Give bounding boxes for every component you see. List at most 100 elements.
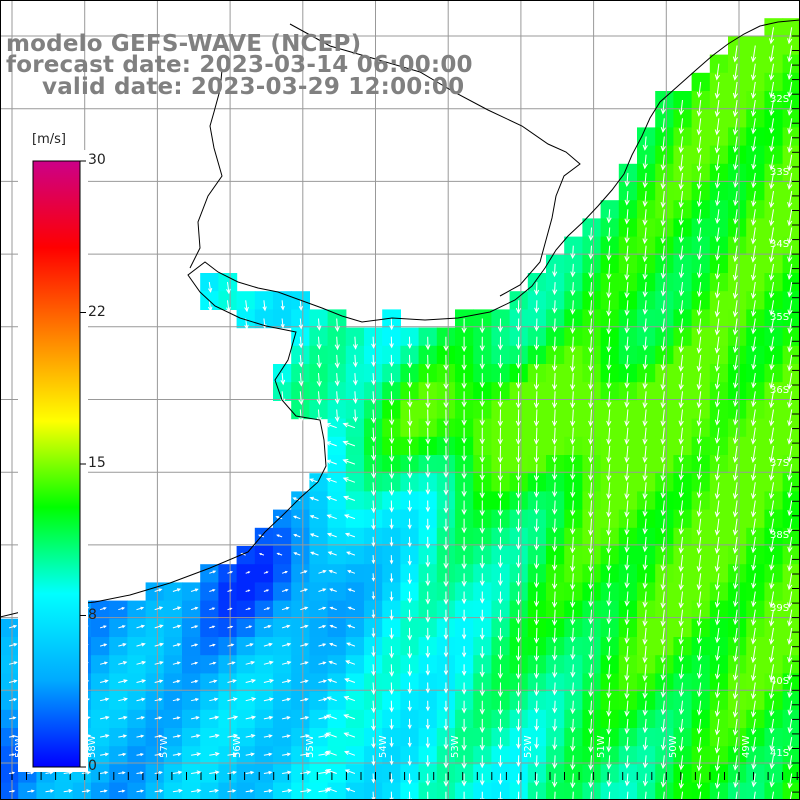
wind-arrow bbox=[371, 627, 376, 638]
wind-arrow bbox=[732, 518, 739, 536]
wind-arrow bbox=[606, 718, 612, 735]
wind-arrow bbox=[624, 664, 630, 682]
wind-arrow bbox=[552, 263, 558, 278]
wind-speed-cell bbox=[673, 782, 693, 800]
wind-arrow bbox=[606, 373, 612, 389]
wind-arrow bbox=[154, 679, 164, 683]
wind-arrow bbox=[732, 336, 739, 354]
wind-arrow bbox=[443, 518, 449, 532]
wind-arrow bbox=[389, 555, 394, 565]
wind-arrow bbox=[479, 555, 485, 569]
wind-arrow bbox=[343, 696, 356, 702]
wind-arrow bbox=[516, 755, 521, 767]
wind-arrow bbox=[696, 245, 703, 261]
longitude-label: 59W bbox=[14, 735, 25, 758]
wind-arrow bbox=[696, 263, 703, 279]
wind-arrow bbox=[606, 737, 612, 753]
wind-arrow bbox=[370, 482, 377, 497]
wind-speed-cell bbox=[655, 782, 674, 800]
wind-speed-cell bbox=[509, 782, 529, 800]
latitude-label: 40S bbox=[770, 675, 790, 687]
wind-arrow bbox=[329, 588, 337, 592]
wind-arrow bbox=[534, 755, 540, 768]
wind-arrow bbox=[642, 755, 648, 769]
wind-speed-cell bbox=[637, 782, 656, 800]
wind-arrow bbox=[678, 718, 685, 734]
wind-arrow bbox=[624, 591, 630, 607]
wind-arrow bbox=[606, 263, 612, 280]
wind-arrow bbox=[570, 700, 576, 715]
border-path bbox=[189, 69, 223, 269]
wind-arrow bbox=[552, 700, 558, 714]
wind-arrow bbox=[389, 354, 394, 368]
wind-arrow bbox=[570, 718, 576, 733]
wind-arrow bbox=[714, 737, 721, 754]
wind-arrow bbox=[642, 573, 648, 590]
wind-arrow bbox=[99, 679, 109, 683]
wind-arrow bbox=[227, 643, 235, 647]
wind-speed-cell bbox=[546, 782, 565, 800]
wind-arrow bbox=[329, 606, 337, 611]
wind-arrow bbox=[787, 45, 793, 63]
wind-arrow bbox=[479, 609, 485, 622]
coastline bbox=[0, 19, 800, 618]
wind-arrow bbox=[99, 643, 108, 647]
wind-arrow bbox=[751, 791, 756, 800]
wind-arrow bbox=[425, 555, 431, 568]
wind-arrow bbox=[588, 373, 594, 390]
wind-arrow bbox=[172, 588, 182, 592]
wind-arrow bbox=[371, 664, 376, 677]
wind-arrow bbox=[714, 573, 720, 591]
wind-arrow bbox=[624, 409, 630, 427]
wind-arrow bbox=[497, 354, 503, 369]
wind-arrow bbox=[732, 536, 739, 554]
wind-arrow bbox=[606, 445, 612, 464]
wind-arrow bbox=[342, 477, 356, 483]
wind-arrow bbox=[352, 391, 358, 404]
wind-arrow bbox=[751, 191, 757, 207]
wind-arrow bbox=[515, 500, 522, 516]
wind-speed-cell bbox=[291, 509, 310, 529]
wind-arrow bbox=[660, 445, 666, 464]
wind-arrow bbox=[334, 391, 340, 405]
valid-date: valid date: 2023-03-29 12:00:00 bbox=[42, 74, 465, 100]
wind-arrow bbox=[191, 788, 202, 793]
wind-arrow bbox=[245, 571, 251, 574]
wind-arrow bbox=[154, 661, 164, 665]
wind-arrow bbox=[407, 573, 412, 585]
wind-arrow bbox=[732, 737, 739, 754]
wind-arrows bbox=[8, 27, 793, 800]
wind-arrow bbox=[136, 716, 146, 720]
wind-arrow bbox=[345, 660, 356, 665]
wind-arrow bbox=[343, 714, 356, 720]
wind-arrow bbox=[606, 682, 612, 699]
wind-arrow bbox=[136, 771, 144, 775]
wind-arrow bbox=[606, 464, 612, 482]
wind-arrow bbox=[327, 551, 337, 556]
wind-arrow bbox=[347, 588, 356, 592]
wind-arrow bbox=[660, 591, 666, 609]
wind-arrow bbox=[534, 318, 540, 332]
wind-arrow bbox=[714, 172, 721, 189]
wind-arrow bbox=[570, 755, 576, 771]
wind-arrow bbox=[606, 391, 612, 408]
wind-arrow bbox=[732, 445, 739, 463]
wind-speed-cell bbox=[254, 546, 274, 565]
wind-arrow bbox=[515, 482, 522, 499]
wind-arrow bbox=[606, 609, 612, 625]
wind-arrow bbox=[787, 591, 793, 609]
wind-arrow bbox=[570, 263, 576, 278]
wind-arrow bbox=[172, 643, 182, 647]
wind-arrow bbox=[461, 609, 467, 622]
wind-arrow bbox=[172, 770, 183, 775]
wind-arrow bbox=[371, 700, 376, 714]
wind-arrow bbox=[714, 773, 721, 790]
wind-arrow bbox=[479, 536, 485, 552]
wind-arrow bbox=[497, 718, 503, 733]
wind-arrow bbox=[309, 478, 319, 483]
wind-arrow bbox=[27, 771, 35, 775]
wind-arrow bbox=[769, 427, 775, 445]
wind-arrow bbox=[552, 646, 558, 661]
wind-arrow bbox=[263, 734, 273, 738]
